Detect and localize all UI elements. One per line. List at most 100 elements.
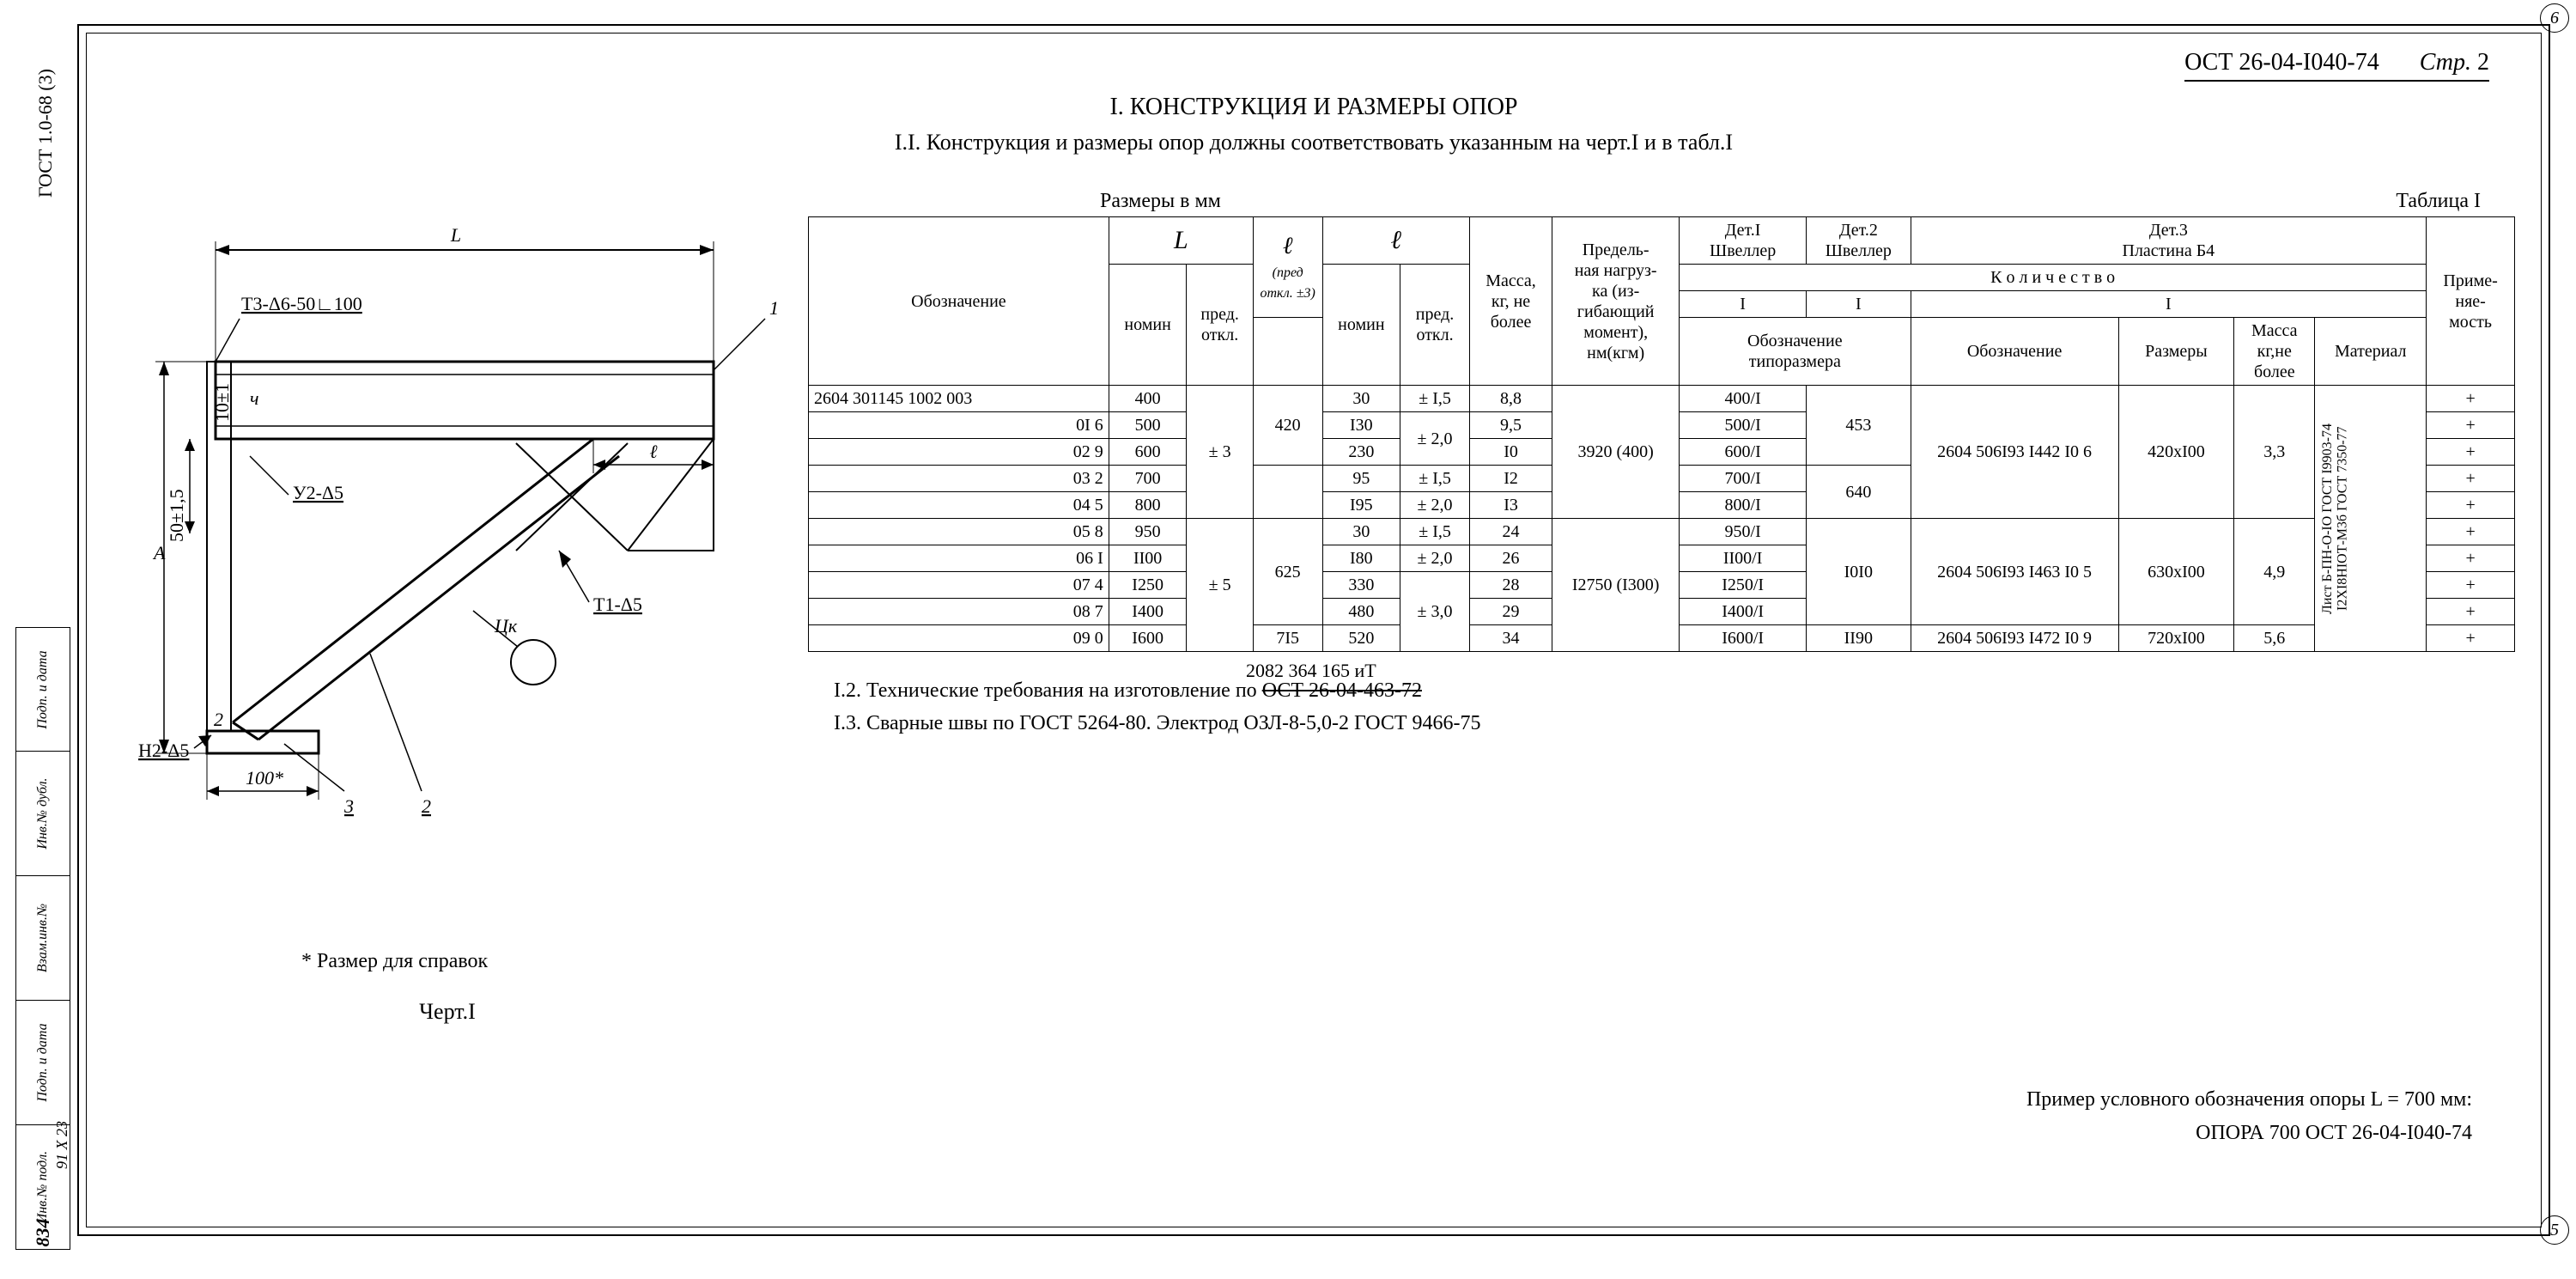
cell: 09 0	[809, 625, 1109, 652]
table-column: Размеры в мм Таблица I Обозначение L ℓ(п…	[808, 190, 2515, 740]
cell: I2	[1469, 466, 1552, 492]
inv-number: 834	[32, 1219, 54, 1247]
h-det1: Дет.I Швеллер	[1680, 217, 1807, 265]
section-title: I. КОНСТРУКЦИЯ И РАЗМЕРЫ ОПОР	[87, 94, 2541, 121]
cell: 330	[1322, 572, 1400, 599]
cell: I250	[1109, 572, 1187, 599]
cell: 230	[1322, 439, 1400, 466]
h-I1: I	[1680, 291, 1807, 318]
cell: 500	[1109, 412, 1187, 439]
cell: 05 8	[809, 519, 1109, 545]
cell: 800	[1109, 492, 1187, 519]
cell: 700	[1109, 466, 1187, 492]
cell: 950/I	[1680, 519, 1807, 545]
header-docnum: ОСТ 26-04-I040-74 Стр. 2	[2184, 49, 2489, 82]
h-I3: I	[1911, 291, 2427, 318]
cell: ± I,5	[1400, 386, 1470, 412]
drawing-caption: Черт.I	[112, 999, 782, 1025]
table-caption-right: Таблица I	[2396, 190, 2481, 213]
h-load: Предель- ная нагруз- ка (из- гибающий мо…	[1552, 217, 1680, 386]
notes-block: 2082 364 165 иТ I.2. Технические требова…	[808, 674, 2515, 740]
cell: 400	[1109, 386, 1187, 412]
weld-y2: У2-Δ5	[293, 482, 343, 503]
cell: I250/I	[1680, 572, 1807, 599]
label-ck: Цк	[494, 615, 518, 636]
page-label: Стр.	[2420, 49, 2471, 76]
cell: 520	[1322, 625, 1400, 652]
cell: 400/I	[1680, 386, 1807, 412]
table-row: 05 8 950 ± 5 625 30 ± I,5 24 I2750 (I300…	[809, 519, 2515, 545]
dim-50: 50±1,5	[166, 489, 187, 542]
cell: 34	[1469, 625, 1552, 652]
cell: I400	[1109, 599, 1187, 625]
table-caption-left: Размеры в мм	[1100, 190, 1221, 213]
h-L: L	[1109, 217, 1253, 265]
cell: 9,5	[1469, 412, 1552, 439]
cell: ± 5	[1187, 519, 1253, 652]
cell: 700/I	[1680, 466, 1807, 492]
callout-1: 1	[769, 297, 779, 319]
cell: 07 4	[809, 572, 1109, 599]
stamp-1: Подп. и дата	[35, 650, 51, 728]
cell: ± 2,0	[1400, 492, 1470, 519]
cell: 800/I	[1680, 492, 1807, 519]
h-razm: Размеры	[2118, 318, 2234, 386]
weld-t1: T1-Δ5	[593, 594, 642, 615]
cell: ± 3	[1187, 386, 1253, 519]
dim-l: ℓ	[649, 441, 658, 462]
cell: 600/I	[1680, 439, 1807, 466]
cell: 625	[1253, 519, 1322, 625]
cell: ± 2,0	[1400, 412, 1470, 466]
cell: I30	[1322, 412, 1400, 439]
cell: 720xI00	[2118, 625, 2234, 652]
cell: 30	[1322, 386, 1400, 412]
cell: +	[2427, 386, 2515, 412]
h-lcap-empty	[1253, 318, 1322, 386]
cell: +	[2427, 412, 2515, 439]
h-qty: К о л и ч е с т в о	[1680, 265, 2427, 291]
h-L-tol: пред. откл.	[1187, 265, 1253, 386]
cell: 2604 506I93 I442 I0 6	[1911, 386, 2118, 519]
cell: 3,3	[2234, 386, 2315, 519]
example-block: Пример условного обозначения опоры L = 7…	[2026, 1083, 2472, 1149]
cell: 28	[1469, 572, 1552, 599]
main-table: Обозначение L ℓ(пред откл. ±3) ℓ Масса, …	[808, 216, 2515, 652]
stamp-5: Инв.№ подл.	[35, 1151, 51, 1223]
h-lcap: ℓ(пред откл. ±3)	[1253, 217, 1322, 318]
h-I2: I	[1807, 291, 1911, 318]
doc-number: ОСТ 26-04-I040-74	[2184, 49, 2379, 76]
note-above: 2082 364 165 иТ	[1246, 655, 1376, 685]
h-det2: Дет.2 Швеллер	[1807, 217, 1911, 265]
cell: I80	[1322, 545, 1400, 572]
cell: 500/I	[1680, 412, 1807, 439]
callout-2: 2	[422, 795, 431, 817]
cell: 5,6	[2234, 625, 2315, 652]
cell-material: Лист Б-ПН-О-IО ГОСТ I9903-74 I2XI8HIОТ-М…	[2315, 386, 2427, 652]
cell: 453	[1807, 386, 1911, 466]
cell: 04 5	[809, 492, 1109, 519]
note-13: I.3. Сварные швы по ГОСТ 5264-80. Электр…	[834, 707, 2515, 740]
cell: 2604 506I93 I472 I0 9	[1911, 625, 2118, 652]
cell: 0I 6	[809, 412, 1109, 439]
cell: 600	[1109, 439, 1187, 466]
cell: I2750 (I300)	[1552, 519, 1680, 652]
page-number: 2	[2477, 49, 2489, 76]
cell: 950	[1109, 519, 1187, 545]
h-l: ℓ	[1322, 217, 1469, 265]
cell: 630xI00	[2118, 519, 2234, 625]
cell: +	[2427, 519, 2515, 545]
cell: 480	[1322, 599, 1400, 625]
cell: 30	[1322, 519, 1400, 545]
cell: 03 2	[809, 466, 1109, 492]
h-mass: Масса, кг, не более	[1469, 217, 1552, 386]
cell: 06 I	[809, 545, 1109, 572]
dim-L: L	[450, 224, 461, 246]
cell: I3	[1469, 492, 1552, 519]
cell: 4,9	[2234, 519, 2315, 625]
h-mass2: Масса кг,не более	[2234, 318, 2315, 386]
cell: ± 2,0	[1400, 545, 1470, 572]
cell: 26	[1469, 545, 1552, 572]
inner-frame: ОСТ 26-04-I040-74 Стр. 2 I. КОНСТРУКЦИЯ …	[86, 33, 2542, 1227]
cell: 640	[1807, 466, 1911, 519]
cell: +	[2427, 492, 2515, 519]
